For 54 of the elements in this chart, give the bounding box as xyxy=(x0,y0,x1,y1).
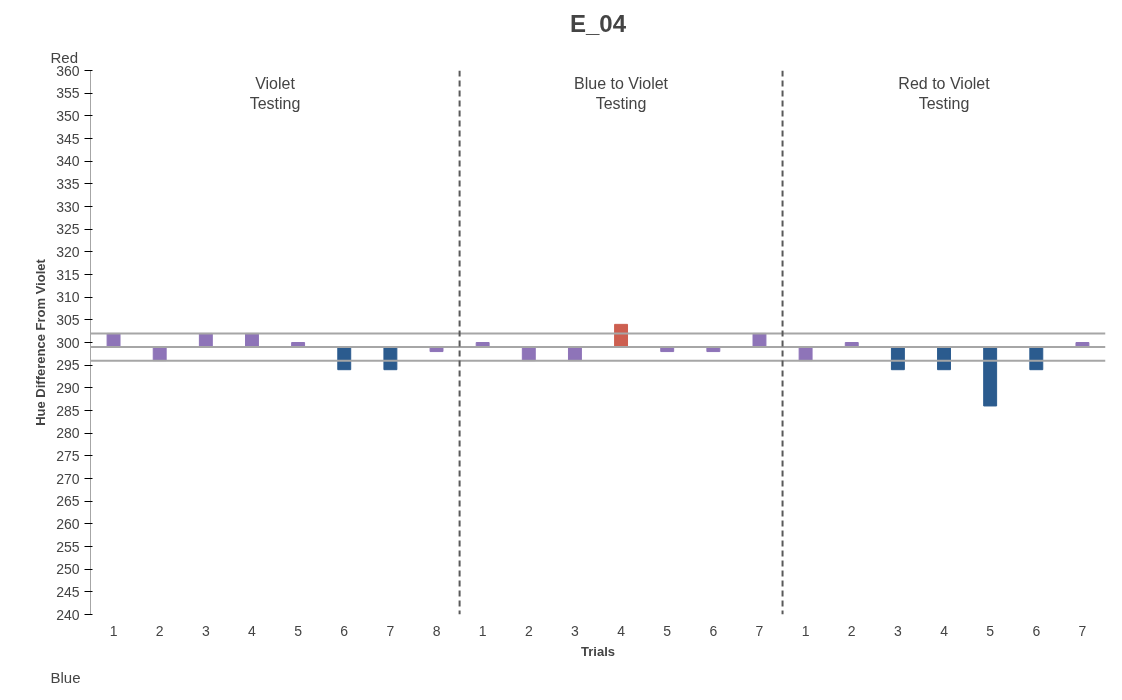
y-tick-label: 285 xyxy=(56,402,80,419)
x-tick-label: 3 xyxy=(201,622,210,639)
y-tick-label: 350 xyxy=(56,107,80,124)
y-tick-label: 325 xyxy=(56,221,80,238)
y-tick-label: 265 xyxy=(56,493,80,510)
x-tick-label: 1 xyxy=(801,622,810,639)
y-tick-label: 310 xyxy=(56,289,80,306)
x-tick-label: 2 xyxy=(847,622,856,639)
y-tick-label: 245 xyxy=(56,583,80,600)
x-tick-label: 4 xyxy=(248,622,257,639)
y-tick-label: 315 xyxy=(56,266,80,283)
y-tick-label: 260 xyxy=(56,515,80,532)
x-tick-label: 7 xyxy=(386,622,395,639)
x-tick-label: 4 xyxy=(940,622,949,639)
x-tick-label: 4 xyxy=(617,622,626,639)
x-tick-label: 5 xyxy=(294,622,303,639)
y-tick-label: 300 xyxy=(56,334,80,351)
bar xyxy=(983,346,998,407)
annotation: Blue to Violet Testing xyxy=(574,74,669,112)
x-tick-label: 1 xyxy=(478,622,487,639)
y-axis-title: Hue Difference From Violet xyxy=(33,258,49,426)
annotation: Violet Testing xyxy=(249,74,301,112)
y-tick-label: 280 xyxy=(56,425,80,442)
x-tick-label: 6 xyxy=(709,622,718,639)
x-axis-title: Trials xyxy=(581,643,615,659)
y-tick-label: 335 xyxy=(56,175,80,192)
y-tick-label: 320 xyxy=(56,243,80,260)
y-tick-label: 290 xyxy=(56,379,80,396)
y-tick-label: 255 xyxy=(56,538,80,555)
x-tick-label: 2 xyxy=(524,622,533,639)
y-tick-label: 295 xyxy=(56,357,80,374)
x-tick-label: 5 xyxy=(663,622,672,639)
text: Blue xyxy=(50,668,81,686)
x-tick-label: 7 xyxy=(1078,622,1087,639)
y-tick-label: 330 xyxy=(56,198,80,215)
y-tick-label: 305 xyxy=(56,311,80,328)
y-tick-label: 275 xyxy=(56,447,80,464)
y-tick-label: 240 xyxy=(56,606,80,623)
y-tick-label: 340 xyxy=(56,153,80,170)
x-tick-label: 3 xyxy=(571,622,580,639)
x-tick-label: 7 xyxy=(755,622,764,639)
x-tick-label: 1 xyxy=(109,622,118,639)
y-tick-label: 270 xyxy=(56,470,80,487)
annotation: Red to Violet Testing xyxy=(898,74,991,112)
x-tick-label: 5 xyxy=(986,622,995,639)
x-tick-label: 3 xyxy=(893,622,902,639)
chart-title: E_04 xyxy=(569,9,627,37)
x-tick-label: 2 xyxy=(155,622,164,639)
y-tick-label: 250 xyxy=(56,561,80,578)
x-tick-label: 8 xyxy=(432,622,441,639)
y-tick-label: 355 xyxy=(56,85,80,102)
y-tick-label: 345 xyxy=(56,130,80,147)
x-tick-label: 6 xyxy=(340,622,349,639)
x-tick-label: 6 xyxy=(1032,622,1041,639)
